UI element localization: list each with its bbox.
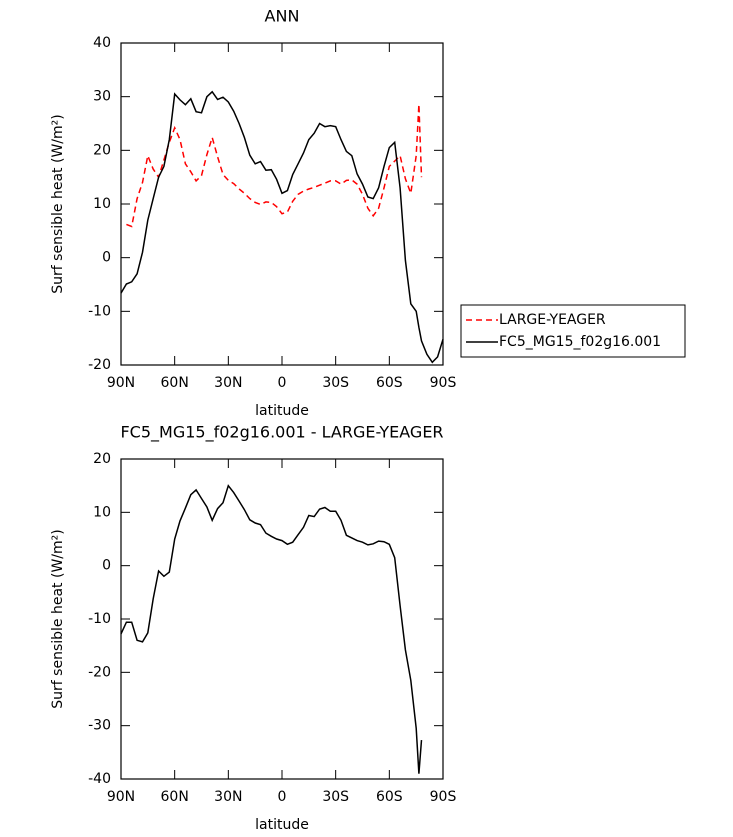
x-tick-label: 60N <box>161 375 189 391</box>
plot-frame <box>120 458 444 780</box>
chart-title: FC5_MG15_f02g16.001 - LARGE-YEAGER <box>120 423 443 443</box>
y-axis-label: Surf sensible heat (W/m²) <box>50 529 66 708</box>
x-tick-label: 90N <box>107 789 135 805</box>
y-tick-label: 30 <box>93 89 111 105</box>
x-tick-label: 60N <box>161 789 189 805</box>
y-tick-label: -20 <box>88 664 111 680</box>
y-tick-label: -40 <box>88 771 111 787</box>
chart-title: ANN <box>265 7 300 26</box>
data-line <box>120 484 423 774</box>
y-tick-label: -30 <box>88 718 111 734</box>
y-tick-label: 20 <box>93 451 111 467</box>
legend-label: LARGE-YEAGER <box>499 312 606 328</box>
x-tick-label: 30N <box>214 375 242 391</box>
y-tick-label: -10 <box>88 611 111 627</box>
y-axis-label: Surf sensible heat (W/m²) <box>50 114 66 293</box>
legend-label: FC5_MG15_f02g16.001 <box>499 334 661 350</box>
x-axis-label: latitude <box>255 403 309 419</box>
x-tick-label: 90S <box>430 789 457 805</box>
x-tick-label: 30S <box>322 789 349 805</box>
plot-frame <box>120 42 444 366</box>
x-tick-label: 90N <box>107 375 135 391</box>
x-tick-label: 0 <box>278 375 287 391</box>
data-line <box>120 90 444 364</box>
y-tick-label: 10 <box>93 196 111 212</box>
x-tick-label: 60S <box>376 789 403 805</box>
data-line <box>126 104 423 228</box>
x-tick-label: 90S <box>430 375 457 391</box>
y-tick-label: 0 <box>102 250 111 266</box>
x-tick-label: 0 <box>278 789 287 805</box>
y-tick-label: 40 <box>93 35 111 51</box>
y-tick-label: -20 <box>88 357 111 373</box>
y-tick-label: 20 <box>93 142 111 158</box>
x-tick-label: 60S <box>376 375 403 391</box>
y-tick-label: 0 <box>102 558 111 574</box>
x-tick-label: 30N <box>214 789 242 805</box>
x-tick-label: 30S <box>322 375 349 391</box>
x-axis-label: latitude <box>255 817 309 833</box>
legend-box <box>460 304 686 358</box>
y-tick-label: 10 <box>93 504 111 520</box>
y-tick-label: -10 <box>88 303 111 319</box>
